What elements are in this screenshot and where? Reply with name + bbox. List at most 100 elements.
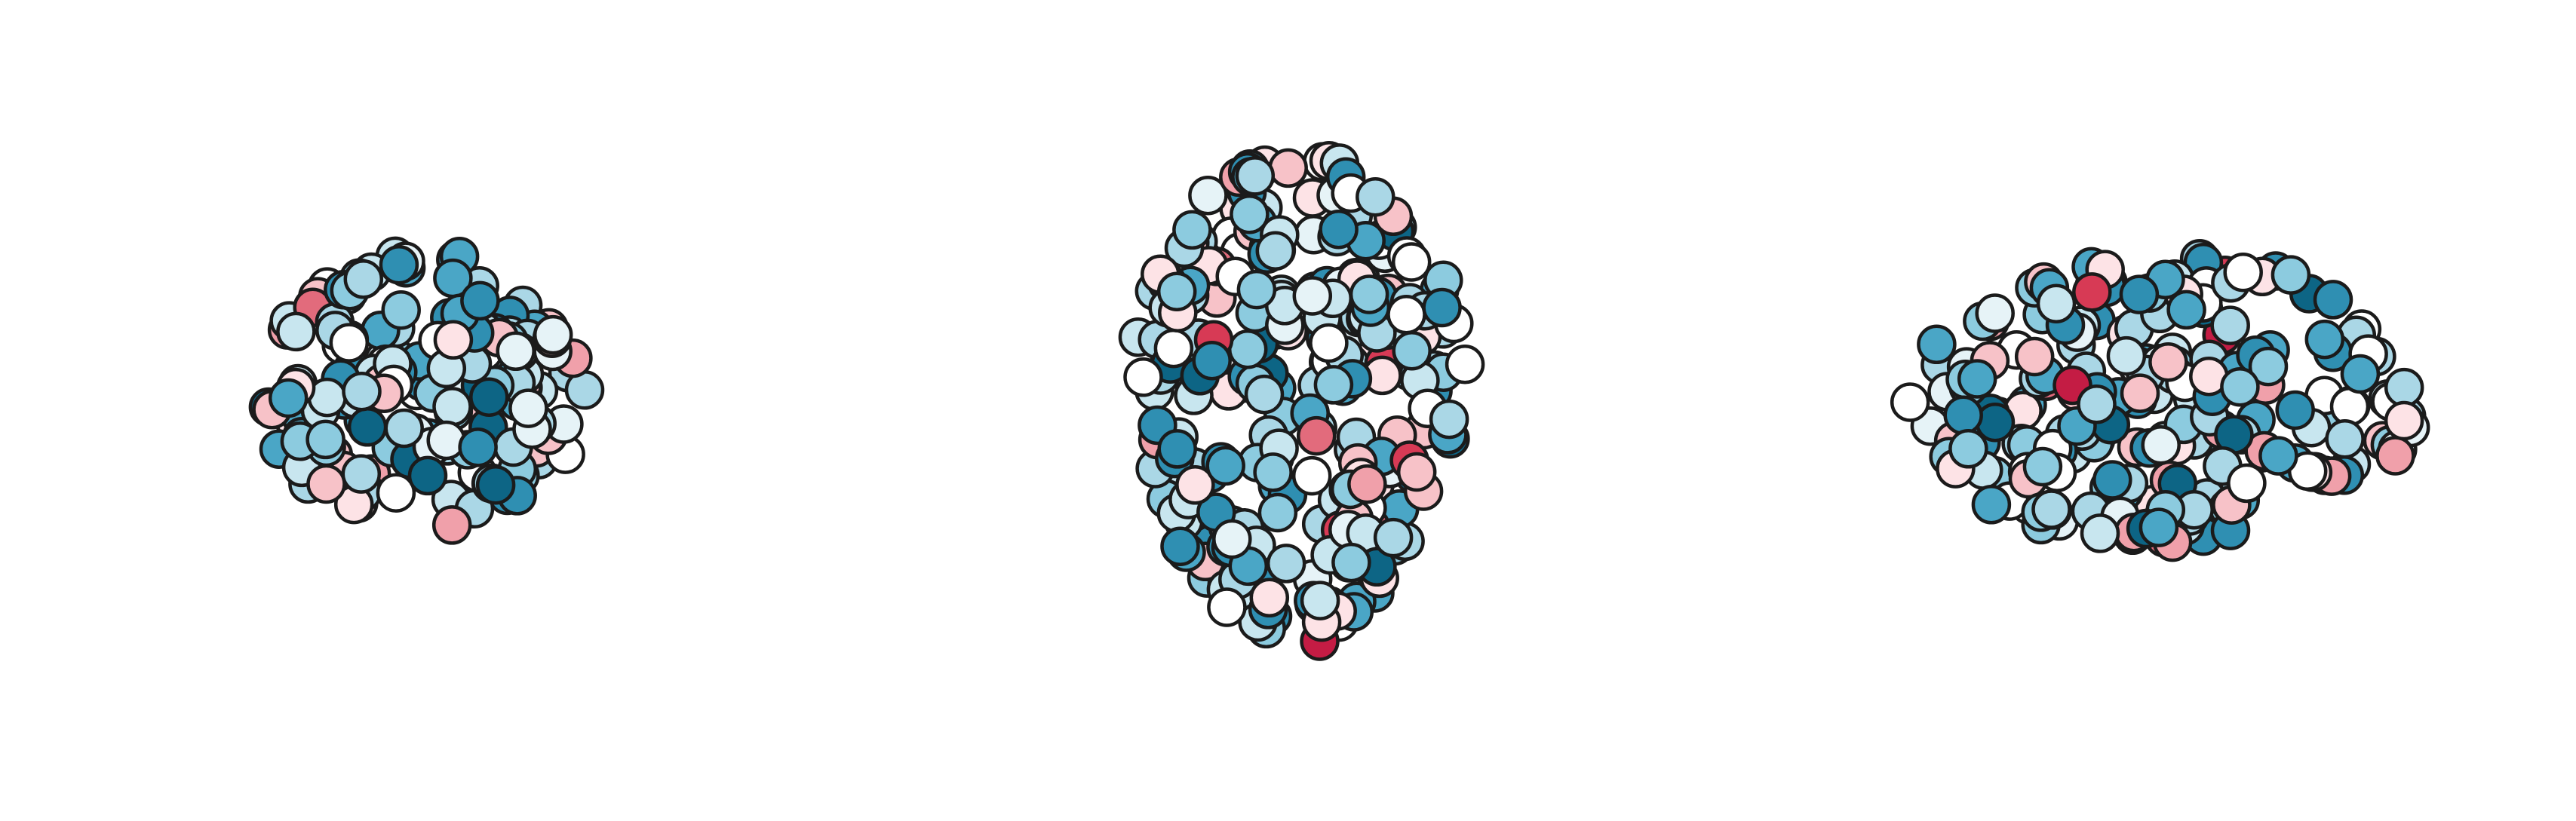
- node-marker: [2384, 400, 2424, 441]
- node-marker: [1319, 209, 1359, 250]
- node-marker: [1192, 340, 1232, 381]
- node-marker: [1188, 175, 1228, 216]
- node-marker: [2340, 354, 2381, 394]
- node-marker: [381, 289, 421, 330]
- node-marker: [1153, 328, 1194, 369]
- node-marker: [2031, 489, 2071, 529]
- node-marker: [1292, 276, 1333, 316]
- node-marker: [1971, 485, 2012, 525]
- node-marker: [268, 378, 309, 418]
- node-marker: [2014, 336, 2055, 377]
- node-marker: [2077, 384, 2117, 424]
- node-marker: [376, 473, 416, 513]
- node-marker: [1227, 329, 1268, 369]
- node-marker: [1422, 287, 1462, 328]
- node-marker: [1917, 324, 1957, 365]
- node-marker: [407, 455, 448, 496]
- node-marker: [1257, 492, 1298, 533]
- node-marker: [2220, 366, 2260, 407]
- node-marker: [533, 314, 573, 355]
- node-marker: [475, 464, 516, 505]
- axial-view: [1118, 140, 1485, 661]
- node-marker: [1396, 452, 1437, 492]
- node-marker: [508, 388, 548, 428]
- node-marker: [458, 427, 498, 467]
- node-marker: [1236, 269, 1277, 310]
- node-marker: [1156, 271, 1197, 311]
- node-marker: [1230, 194, 1270, 234]
- node-marker: [2329, 386, 2370, 427]
- node-marker: [2072, 272, 2112, 312]
- node-marker: [2304, 319, 2345, 360]
- node-marker: [1205, 446, 1245, 486]
- node-marker: [2036, 283, 2077, 323]
- node-marker: [1957, 359, 1997, 399]
- node-marker: [2384, 367, 2424, 408]
- node-marker: [2120, 373, 2160, 413]
- node-marker: [2223, 252, 2263, 293]
- node-marker: [1268, 148, 1308, 188]
- node-marker: [1943, 395, 1983, 435]
- node-marker: [1331, 542, 1371, 583]
- node-marker: [347, 407, 388, 447]
- node-marker: [1300, 581, 1340, 620]
- node-marker: [343, 259, 384, 299]
- node-marker: [342, 371, 382, 412]
- node-marker: [1291, 455, 1332, 496]
- node-marker: [1212, 519, 1252, 559]
- node-marker: [329, 323, 370, 363]
- node-marker: [2092, 460, 2132, 500]
- node-marker: [1309, 323, 1349, 363]
- node-marker: [1255, 231, 1296, 271]
- node-marker: [2148, 342, 2188, 382]
- sagittal-view: [1890, 238, 2430, 562]
- node-marker: [1890, 382, 1930, 422]
- node-marker: [1207, 587, 1247, 627]
- node-marker: [2119, 274, 2160, 314]
- node-marker: [384, 408, 424, 449]
- node-marker: [1253, 452, 1293, 492]
- node-marker: [2227, 463, 2267, 504]
- node-marker: [431, 505, 472, 545]
- node-marker: [2258, 436, 2298, 476]
- node-marker: [1235, 156, 1276, 196]
- node-marker: [2275, 390, 2315, 430]
- node-marker: [1349, 274, 1389, 314]
- node-marker: [2166, 289, 2206, 330]
- node-marker: [1975, 293, 2015, 333]
- node-marker: [2022, 446, 2063, 487]
- node-marker: [1249, 577, 1290, 618]
- node-marker: [341, 454, 382, 494]
- node-marker: [1373, 517, 1414, 558]
- node-marker: [460, 280, 500, 321]
- node-marker: [2313, 280, 2353, 320]
- node-marker: [1391, 242, 1432, 282]
- node-marker: [2141, 425, 2181, 465]
- node-marker: [2375, 436, 2415, 476]
- node-marker: [306, 464, 346, 504]
- node-marker: [305, 419, 345, 460]
- node-marker: [1392, 330, 1432, 371]
- node-marker: [1313, 365, 1354, 405]
- node-marker: [276, 311, 316, 352]
- node-marker: [2325, 419, 2365, 459]
- node-marker: [1244, 374, 1285, 415]
- node-marker: [1157, 429, 1197, 469]
- node-marker: [1386, 295, 1426, 335]
- node-marker: [2248, 346, 2289, 387]
- node-marker: [1356, 176, 1395, 217]
- node-marker: [1160, 526, 1200, 566]
- node-marker: [433, 320, 474, 360]
- node-marker: [1347, 464, 1387, 504]
- node-marker: [379, 244, 419, 285]
- node-marker: [496, 331, 536, 372]
- node-marker: [2138, 507, 2179, 547]
- node-marker: [1266, 544, 1306, 584]
- node-marker: [2080, 513, 2120, 553]
- node-marker: [1948, 429, 1988, 469]
- node-marker: [1296, 415, 1337, 456]
- node-marker: [2271, 255, 2311, 295]
- node-marker: [1445, 345, 1485, 384]
